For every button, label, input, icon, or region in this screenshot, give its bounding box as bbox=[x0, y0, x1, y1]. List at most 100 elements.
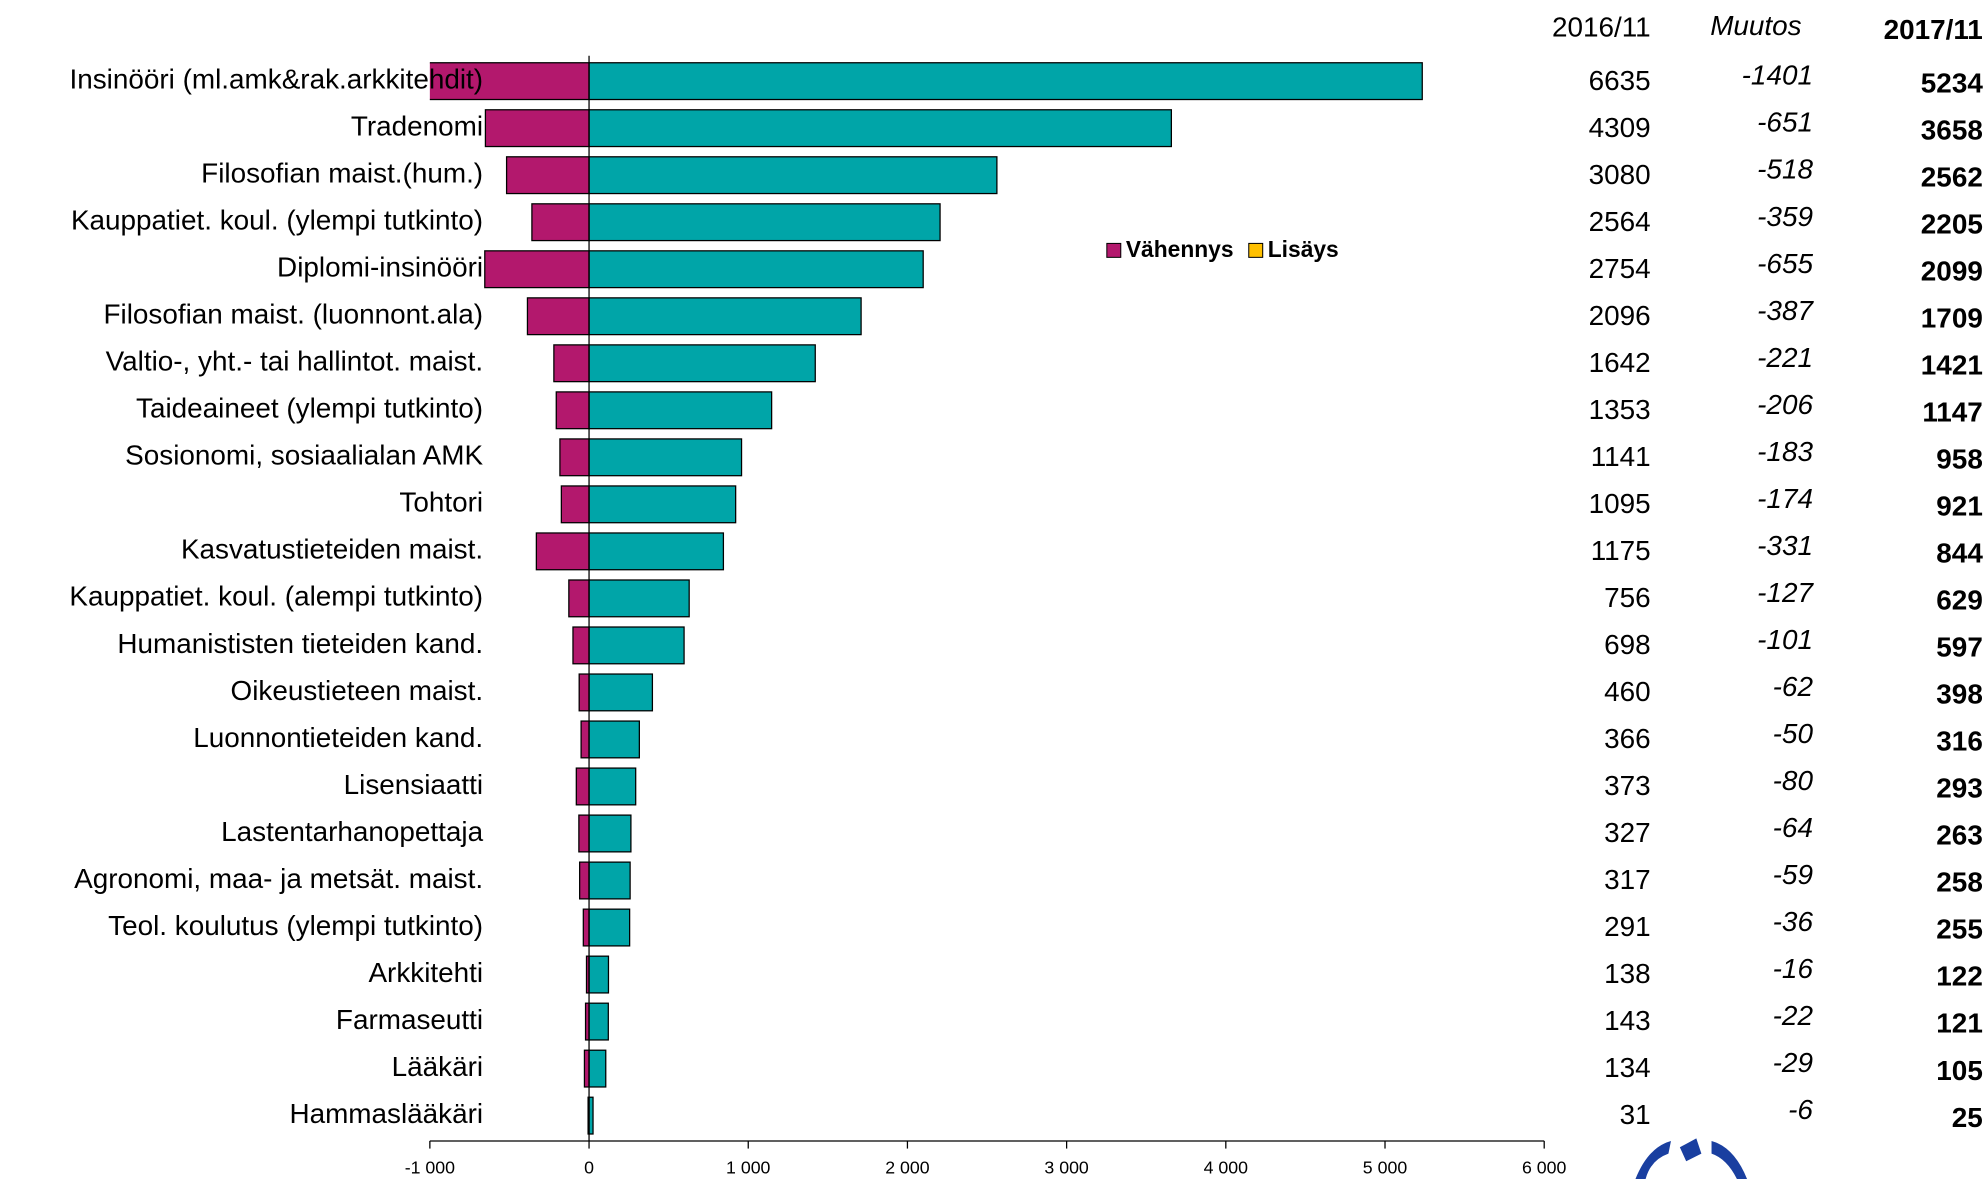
value-2017: 105 bbox=[1936, 1055, 1983, 1086]
value-change: -359 bbox=[1757, 201, 1813, 232]
category-label: Hammaslääkäri bbox=[289, 1098, 483, 1129]
value-2016: 756 bbox=[1604, 582, 1651, 613]
total-bar bbox=[588, 250, 924, 289]
category-label: Lastentarhanopettaja bbox=[221, 816, 483, 847]
value-2016: 1353 bbox=[1589, 394, 1651, 425]
decrease-bar bbox=[555, 391, 590, 430]
value-change: -127 bbox=[1757, 577, 1814, 608]
decrease-bar bbox=[583, 1049, 590, 1088]
value-2016: 460 bbox=[1604, 676, 1651, 707]
value-2016: 143 bbox=[1604, 1005, 1651, 1036]
total-bar bbox=[588, 109, 1173, 148]
value-change: -36 bbox=[1773, 906, 1814, 937]
value-change: -183 bbox=[1757, 436, 1813, 467]
decrease-bar bbox=[575, 767, 590, 806]
decrease-bar bbox=[505, 156, 590, 195]
column-header: Muutos bbox=[1710, 10, 1801, 41]
decrease-bar bbox=[572, 626, 590, 665]
legend-label: Lisäys bbox=[1268, 236, 1339, 262]
value-2017: 258 bbox=[1936, 867, 1983, 898]
value-2016: 2754 bbox=[1589, 253, 1651, 284]
value-2017: 316 bbox=[1936, 726, 1983, 757]
category-label: Diplomi-insinööri bbox=[277, 252, 483, 283]
value-change: -29 bbox=[1773, 1047, 1813, 1078]
value-2017: 3658 bbox=[1921, 114, 1983, 145]
value-2017: 1421 bbox=[1921, 349, 1983, 380]
value-change: -80 bbox=[1773, 765, 1814, 796]
total-bar bbox=[588, 767, 637, 806]
value-2016: 373 bbox=[1604, 770, 1651, 801]
value-2017: 2099 bbox=[1921, 255, 1983, 286]
total-bar bbox=[588, 861, 631, 900]
x-tick-label: 0 bbox=[584, 1158, 594, 1178]
plot-area bbox=[429, 62, 1423, 1135]
decrease-bar bbox=[553, 344, 590, 383]
total-bar bbox=[588, 673, 654, 712]
value-2017: 398 bbox=[1936, 679, 1983, 710]
total-bar bbox=[588, 344, 816, 383]
value-change: -174 bbox=[1757, 483, 1813, 514]
value-change: -1401 bbox=[1742, 60, 1813, 91]
total-bar bbox=[588, 203, 941, 242]
value-2016: 3080 bbox=[1589, 159, 1651, 190]
value-2017: 921 bbox=[1936, 491, 1983, 522]
category-label: Farmaseutti bbox=[336, 1004, 483, 1035]
decrease-bar bbox=[484, 250, 590, 289]
value-change: -206 bbox=[1757, 389, 1813, 420]
total-bar bbox=[588, 626, 685, 665]
legend-swatch bbox=[1106, 242, 1122, 258]
decrease-bar bbox=[531, 203, 590, 242]
value-2016: 4309 bbox=[1589, 112, 1651, 143]
x-tick-label: -1 000 bbox=[405, 1158, 455, 1178]
value-2017: 1709 bbox=[1921, 302, 1983, 333]
value-2016: 1141 bbox=[1591, 441, 1651, 472]
decrease-bar bbox=[568, 579, 590, 618]
x-tick-label: 4 000 bbox=[1204, 1158, 1249, 1178]
category-label: Taideaineet (ylempi tutkinto) bbox=[136, 393, 483, 424]
value-2016: 134 bbox=[1604, 1052, 1651, 1083]
category-label: Teol. koulutus (ylempi tutkinto) bbox=[108, 910, 483, 941]
value-change: -59 bbox=[1773, 859, 1813, 890]
value-change: -655 bbox=[1757, 248, 1813, 279]
value-change: -64 bbox=[1773, 812, 1813, 843]
value-2016: 698 bbox=[1604, 629, 1651, 660]
value-2016: 6635 bbox=[1589, 65, 1651, 96]
value-2017: 844 bbox=[1936, 538, 1983, 569]
category-label: Humanististen tieteiden kand. bbox=[117, 628, 483, 659]
value-2016: 2564 bbox=[1589, 206, 1651, 237]
category-label: Valtio-, yht.- tai hallintot. maist. bbox=[106, 346, 483, 377]
category-label: Tradenomi bbox=[351, 111, 483, 142]
value-2017: 122 bbox=[1936, 961, 1983, 992]
legend-label: Vähennys bbox=[1126, 236, 1234, 262]
value-2017: 255 bbox=[1936, 914, 1983, 945]
decrease-bar bbox=[578, 673, 590, 712]
decrease-bar bbox=[535, 532, 590, 571]
total-bar bbox=[588, 814, 632, 853]
decrease-bar bbox=[578, 814, 590, 853]
category-label: Oikeustieteen maist. bbox=[231, 675, 484, 706]
value-change: -22 bbox=[1773, 1000, 1814, 1031]
total-bar bbox=[588, 532, 725, 571]
decrease-bar bbox=[580, 720, 590, 759]
value-2016: 1642 bbox=[1589, 347, 1651, 378]
category-label: Insinööri (ml.amk&rak.arkkitehdit) bbox=[70, 64, 484, 95]
total-bar bbox=[588, 579, 690, 618]
value-2017: 629 bbox=[1936, 585, 1983, 616]
column-header: 2016/11 bbox=[1552, 12, 1651, 43]
category-label: Sosionomi, sosiaalialan AMK bbox=[125, 440, 483, 471]
category-label: Kauppatiet. koul. (alempi tutkinto) bbox=[69, 581, 483, 612]
value-2016: 2096 bbox=[1589, 300, 1651, 331]
category-label: Kasvatustieteiden maist. bbox=[181, 534, 483, 565]
category-label: Tohtori bbox=[399, 487, 483, 518]
value-change: -387 bbox=[1757, 295, 1814, 326]
category-label: Kauppatiet. koul. (ylempi tutkinto) bbox=[71, 205, 483, 236]
value-2017: 293 bbox=[1936, 773, 1983, 804]
value-change: -62 bbox=[1773, 671, 1814, 702]
value-2017: 121 bbox=[1936, 1008, 1983, 1039]
value-2016: 327 bbox=[1604, 817, 1651, 848]
total-bar bbox=[588, 720, 640, 759]
value-change: -651 bbox=[1757, 107, 1813, 138]
value-change: -518 bbox=[1757, 154, 1813, 185]
category-label: Agronomi, maa- ja metsät. maist. bbox=[74, 863, 483, 894]
